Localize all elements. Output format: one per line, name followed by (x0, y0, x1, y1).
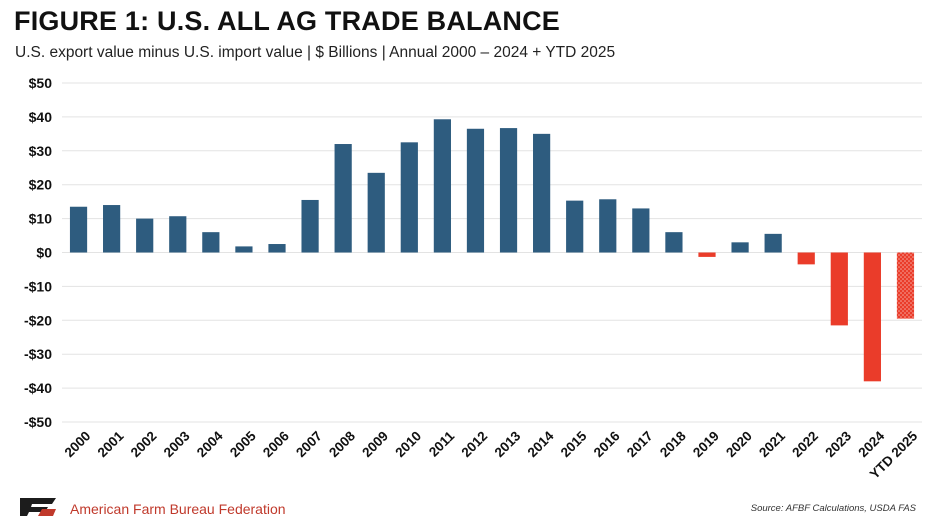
x-tick-label: 2006 (260, 428, 292, 460)
bar-2014 (533, 133, 551, 253)
bar-2016 (599, 199, 617, 253)
bar-2012 (466, 128, 485, 253)
bar-2001 (103, 205, 121, 253)
bar-2003 (169, 216, 187, 253)
x-tick-label: 2013 (492, 428, 524, 460)
y-tick-label: -$40 (24, 380, 52, 396)
x-tick-label: 2008 (326, 428, 358, 460)
bar-2015 (566, 200, 584, 253)
grid-lines (62, 82, 922, 423)
bar-2010 (400, 142, 418, 253)
bar-2022 (797, 252, 815, 265)
y-tick-label: $20 (29, 177, 53, 193)
bar-2017 (632, 208, 650, 253)
x-tick-label: 2014 (525, 428, 557, 460)
bar-2005 (235, 246, 253, 253)
bar-2000 (69, 206, 88, 253)
x-tick-label: 2005 (227, 428, 259, 460)
bar-2002 (136, 218, 154, 253)
y-tick-label: $40 (29, 109, 53, 125)
bar-2007 (301, 199, 319, 253)
bar-2004 (202, 232, 220, 253)
source-note: Source: AFBF Calculations, USDA FAS (750, 503, 916, 514)
bar-2019 (698, 252, 716, 257)
bar-2021 (764, 233, 782, 253)
bar-2018 (665, 232, 683, 253)
bar-2011 (433, 119, 451, 253)
afbf-logo-icon (20, 498, 56, 516)
y-tick-label: -$30 (24, 346, 52, 362)
x-tick-label: 2009 (359, 428, 391, 460)
y-axis-ticks: $50 $40 $30 $20 $10 $0 -$10 -$20 -$30 -$40 -$50 (24, 75, 52, 430)
x-tick-label: 2016 (591, 428, 623, 460)
bar-2023 (830, 252, 848, 326)
bar-2020 (731, 242, 749, 253)
x-tick-label: 2003 (161, 428, 193, 460)
y-tick-label: $0 (36, 245, 52, 261)
x-tick-label: 2002 (128, 428, 160, 460)
x-tick-label: 2010 (392, 428, 424, 460)
bar-2006 (268, 244, 286, 253)
bar-ytd-2025 (896, 252, 915, 319)
x-tick-label: 2017 (624, 428, 656, 460)
y-tick-label: -$50 (24, 414, 52, 430)
bar-2009 (367, 172, 385, 253)
x-axis-ticks: 2000 2001 2002 2003 2004 2005 2006 2007 2008 2009… (62, 428, 921, 482)
x-tick-label: 2018 (657, 428, 689, 460)
x-tick-label: 2021 (756, 428, 788, 460)
x-tick-label: 2007 (293, 428, 325, 460)
bar-2024 (863, 252, 881, 382)
x-tick-label: 2023 (822, 428, 854, 460)
x-tick-label: 2020 (723, 428, 755, 460)
chart-title: FIGURE 1: U.S. ALL AG TRADE BALANCE (14, 6, 561, 36)
x-tick-label: 2001 (95, 428, 127, 460)
x-tick-label: 2000 (62, 428, 94, 460)
x-tick-label: 2011 (426, 428, 458, 460)
y-tick-label: $30 (29, 143, 53, 159)
trade-balance-bar-chart: $50 $40 $30 $20 $10 $0 -$10 -$20 -$30 -$40 -$50 20… (24, 75, 922, 482)
bars (69, 119, 915, 382)
y-tick-label: -$20 (24, 312, 52, 328)
x-tick-label: 2012 (459, 428, 491, 460)
x-tick-label: 2019 (690, 428, 722, 460)
bar-2013 (499, 128, 518, 253)
y-tick-label: $10 (29, 211, 53, 227)
x-tick-label: 2015 (558, 428, 590, 460)
organization-name: American Farm Bureau Federation (70, 501, 286, 517)
y-tick-label: -$10 (24, 278, 52, 294)
bar-2008 (334, 144, 352, 253)
x-tick-label: 2022 (789, 428, 821, 460)
y-tick-label: $50 (29, 75, 53, 91)
x-tick-label: 2004 (194, 428, 226, 460)
chart-subtitle: U.S. export value minus U.S. import valu… (15, 44, 616, 61)
